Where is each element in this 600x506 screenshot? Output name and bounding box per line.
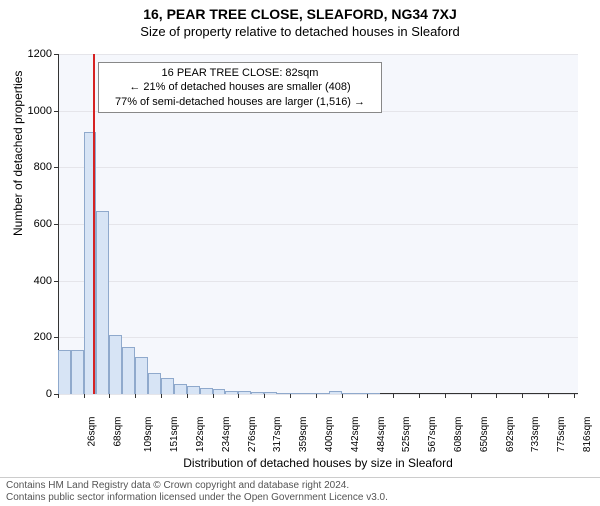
- chart-subtitle: Size of property relative to detached ho…: [0, 24, 600, 39]
- x-tick-mark: [522, 394, 523, 398]
- x-tick-label: 775sqm: [556, 417, 567, 453]
- chart-title: 16, PEAR TREE CLOSE, SLEAFORD, NG34 7XJ: [0, 6, 600, 22]
- y-tick-mark: [54, 111, 58, 112]
- x-tick-mark: [109, 394, 110, 398]
- x-tick-mark: [187, 394, 188, 398]
- histogram-bar: [148, 373, 160, 394]
- x-tick-label: 192sqm: [195, 417, 206, 453]
- histogram-bar: [213, 389, 225, 394]
- marker-line: [93, 54, 95, 394]
- x-tick-mark: [548, 394, 549, 398]
- histogram-bar: [96, 211, 109, 394]
- histogram-bar: [122, 347, 135, 394]
- y-axis-label: Number of detached properties: [11, 71, 25, 236]
- x-tick-label: 484sqm: [376, 417, 387, 453]
- footer-line1: Contains HM Land Registry data © Crown c…: [6, 480, 594, 492]
- y-tick-mark: [54, 54, 58, 55]
- y-tick-mark: [54, 281, 58, 282]
- annotation-callout: 16 PEAR TREE CLOSE: 82sqm ← 21% of detac…: [98, 62, 382, 113]
- x-tick-mark: [445, 394, 446, 398]
- histogram-bar: [354, 393, 367, 394]
- y-tick-label: 800: [34, 161, 52, 173]
- x-tick-mark: [367, 394, 368, 398]
- histogram-bar: [277, 393, 289, 394]
- x-tick-label: 733sqm: [530, 417, 541, 453]
- histogram-bar: [187, 386, 200, 395]
- x-tick-mark: [290, 394, 291, 398]
- x-tick-mark: [574, 394, 575, 398]
- histogram-bar: [109, 335, 122, 395]
- x-tick-label: 151sqm: [170, 417, 181, 453]
- histogram-bar: [329, 391, 342, 394]
- histogram-bar: [174, 384, 187, 394]
- x-tick-label: 692sqm: [505, 417, 516, 453]
- x-tick-label: 816sqm: [582, 417, 593, 453]
- x-tick-mark: [84, 394, 85, 398]
- x-tick-mark: [264, 394, 265, 398]
- histogram-bar: [342, 393, 354, 394]
- y-tick-label: 1000: [28, 105, 52, 117]
- histogram-bar: [225, 391, 238, 394]
- y-tick-label: 200: [34, 331, 52, 343]
- x-tick-label: 359sqm: [298, 417, 309, 453]
- histogram-bar: [316, 393, 329, 394]
- x-tick-mark: [419, 394, 420, 398]
- x-tick-label: 608sqm: [453, 417, 464, 453]
- annotation-line1: 16 PEAR TREE CLOSE: 82sqm: [105, 66, 375, 80]
- x-tick-label: 442sqm: [350, 417, 361, 453]
- x-tick-mark: [342, 394, 343, 398]
- y-tick-mark: [54, 224, 58, 225]
- chart-container: 16, PEAR TREE CLOSE, SLEAFORD, NG34 7XJ …: [0, 6, 600, 506]
- x-tick-mark: [135, 394, 136, 398]
- x-tick-mark: [58, 394, 59, 398]
- x-tick-label: 68sqm: [113, 417, 124, 447]
- histogram-bar: [290, 393, 303, 394]
- histogram-bar: [71, 350, 84, 394]
- y-tick-label: 1200: [28, 48, 52, 60]
- x-tick-mark: [393, 394, 394, 398]
- histogram-bar: [161, 378, 174, 394]
- x-tick-mark: [316, 394, 317, 398]
- x-tick-label: 567sqm: [427, 417, 438, 453]
- annotation-line2: ← 21% of detached houses are smaller (40…: [105, 80, 375, 94]
- histogram-bar: [200, 388, 213, 394]
- plot-area: 020040060080010001200 26sqm68sqm109sqm15…: [58, 54, 578, 424]
- annotation-line3: 77% of semi-detached houses are larger (…: [105, 95, 375, 109]
- x-tick-label: 525sqm: [401, 417, 412, 453]
- histogram-bar: [264, 392, 277, 394]
- histogram-bar: [303, 393, 316, 394]
- x-tick-mark: [213, 394, 214, 398]
- x-tick-label: 650sqm: [479, 417, 490, 453]
- y-tick-mark: [54, 167, 58, 168]
- x-tick-mark: [161, 394, 162, 398]
- x-tick-mark: [238, 394, 239, 398]
- histogram-bar: [135, 357, 148, 394]
- x-tick-label: 400sqm: [324, 417, 335, 453]
- histogram-bar: [238, 391, 251, 394]
- x-tick-label: 109sqm: [144, 417, 155, 453]
- histogram-bar: [367, 393, 380, 394]
- y-tick-label: 400: [34, 275, 52, 287]
- x-tick-mark: [471, 394, 472, 398]
- y-tick-mark: [54, 337, 58, 338]
- x-tick-label: 276sqm: [247, 417, 258, 453]
- y-tick-label: 0: [46, 388, 52, 400]
- histogram-bar: [58, 350, 71, 394]
- x-tick-label: 234sqm: [221, 417, 232, 453]
- footer-line2: Contains public sector information licen…: [6, 492, 594, 504]
- y-tick-label: 600: [34, 218, 52, 230]
- x-axis-label: Distribution of detached houses by size …: [58, 456, 578, 470]
- histogram-bar: [251, 392, 264, 394]
- x-tick-label: 26sqm: [87, 417, 98, 447]
- footer-attribution: Contains HM Land Registry data © Crown c…: [0, 477, 600, 506]
- x-tick-mark: [496, 394, 497, 398]
- x-tick-label: 317sqm: [272, 417, 283, 453]
